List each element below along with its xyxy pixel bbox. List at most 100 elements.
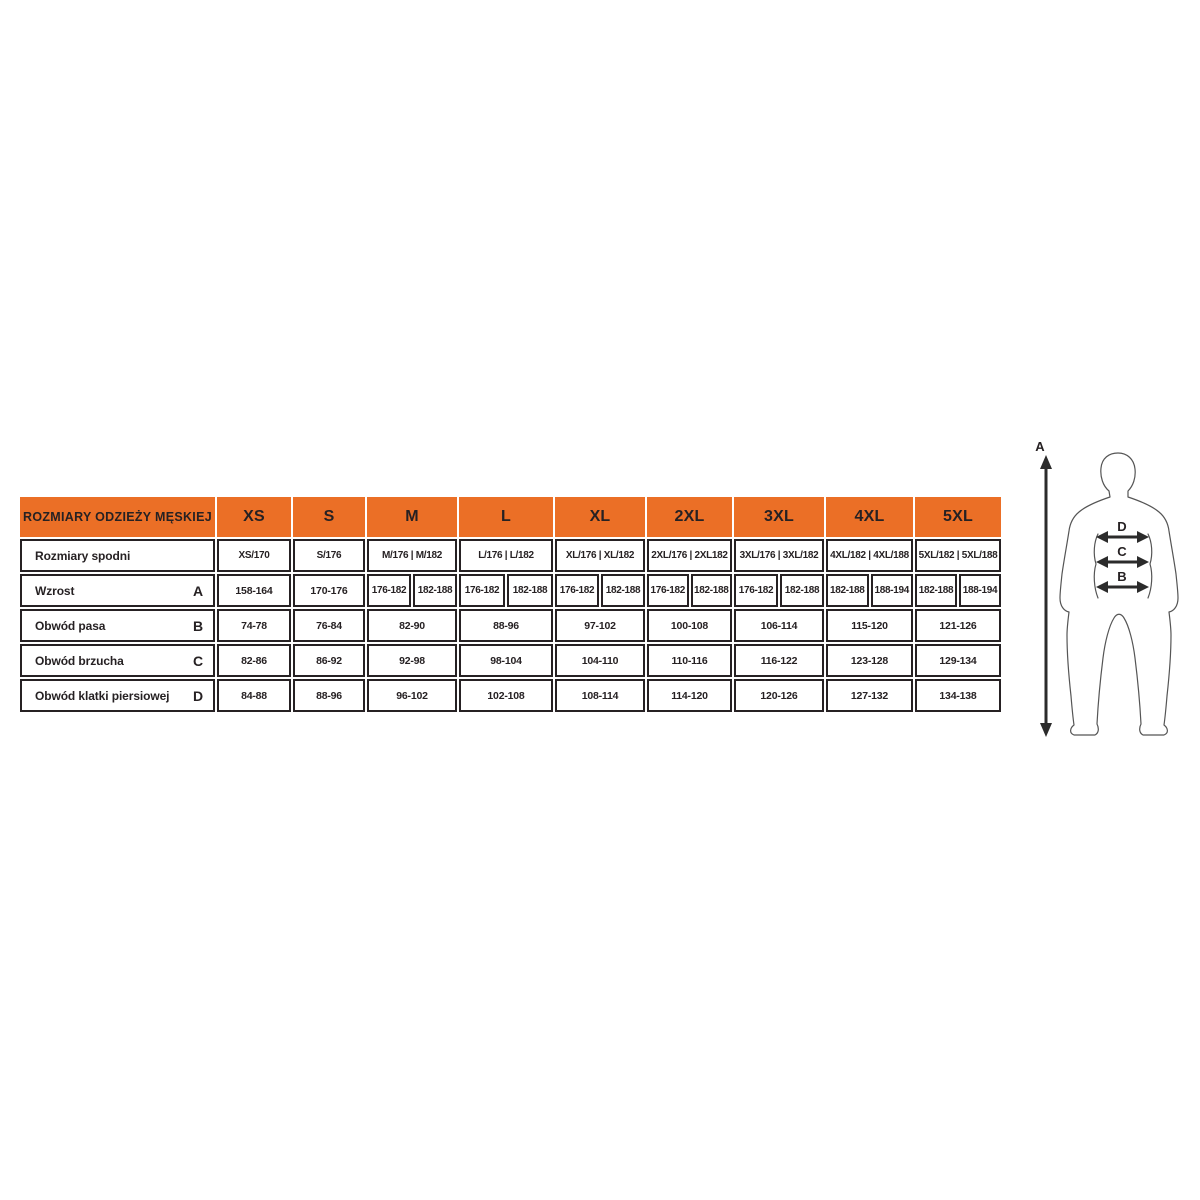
table-row-belly: Obwód brzucha C 82-86 86-92 92-98 98-104… bbox=[20, 644, 1005, 677]
right-pocket-line bbox=[1147, 533, 1153, 599]
table-cell: 134-138 bbox=[915, 679, 1001, 712]
table-cell: 86-92 bbox=[293, 644, 365, 677]
table-cell: 3XL/176 | 3XL/182 bbox=[734, 539, 824, 572]
table-cell: 88-96 bbox=[293, 679, 365, 712]
row-label: Obwód klatki piersiowej bbox=[35, 688, 170, 703]
row-label-cell: Obwód brzucha C bbox=[20, 644, 215, 677]
table-header-row: ROZMIARY ODZIEŻY MĘSKIEJ XS S M L XL 2XL… bbox=[20, 497, 1005, 537]
table-cell-group: 182-188 188-194 bbox=[915, 574, 1001, 607]
table-subcell: 182-188 bbox=[915, 574, 957, 607]
table-cell-group: 176-182 182-188 bbox=[459, 574, 553, 607]
size-header-5xl: 5XL bbox=[915, 497, 1001, 537]
table-row-waist: Obwód pasa B 74-78 76-84 82-90 88-96 97-… bbox=[20, 609, 1005, 642]
arrowhead-right-icon bbox=[1137, 556, 1149, 568]
table-cell: 106-114 bbox=[734, 609, 824, 642]
table-cell: 96-102 bbox=[367, 679, 457, 712]
table-cell: 115-120 bbox=[826, 609, 913, 642]
row-label-cell: Obwód klatki piersiowej D bbox=[20, 679, 215, 712]
arrowhead-left-icon bbox=[1096, 581, 1108, 593]
table-cell: 116-122 bbox=[734, 644, 824, 677]
belly-arrow-label: C bbox=[1117, 544, 1127, 559]
arrowhead-right-icon bbox=[1137, 531, 1149, 543]
table-title: ROZMIARY ODZIEŻY MĘSKIEJ bbox=[20, 497, 215, 537]
arrowhead-right-icon bbox=[1137, 581, 1149, 593]
size-header-m: M bbox=[367, 497, 457, 537]
table-cell: M/176 | M/182 bbox=[367, 539, 457, 572]
table-subcell: 188-194 bbox=[959, 574, 1001, 607]
table-cell: 110-116 bbox=[647, 644, 732, 677]
row-label: Obwód pasa bbox=[35, 618, 106, 633]
row-label-cell: Wzrost A bbox=[20, 574, 215, 607]
table-row-height: Wzrost A 158-164 170-176 176-182 182-188… bbox=[20, 574, 1005, 607]
table-subcell: 182-188 bbox=[507, 574, 553, 607]
table-subcell: 182-188 bbox=[690, 574, 732, 607]
table-cell: XL/176 | XL/182 bbox=[555, 539, 645, 572]
table-cell-group: 176-182 182-188 bbox=[555, 574, 645, 607]
row-label: Obwód brzucha bbox=[35, 653, 124, 668]
table-cell: 127-132 bbox=[826, 679, 913, 712]
row-label-cell: Obwód pasa B bbox=[20, 609, 215, 642]
table-cell: 88-96 bbox=[459, 609, 553, 642]
table-cell: 2XL/176 | 2XL182 bbox=[647, 539, 732, 572]
table-cell: 108-114 bbox=[555, 679, 645, 712]
size-header-4xl: 4XL bbox=[826, 497, 913, 537]
arrowhead-left-icon bbox=[1096, 556, 1108, 568]
size-header-xl: XL bbox=[555, 497, 645, 537]
table-cell-group: 182-188 188-194 bbox=[826, 574, 913, 607]
table-cell: 74-78 bbox=[217, 609, 291, 642]
table-row-chest: Obwód klatki piersiowej D 84-88 88-96 96… bbox=[20, 679, 1005, 712]
table-cell: 120-126 bbox=[734, 679, 824, 712]
table-cell: 84-88 bbox=[217, 679, 291, 712]
arrowhead-up-icon bbox=[1040, 455, 1052, 469]
table-cell: S/176 bbox=[293, 539, 365, 572]
table-cell-group: 176-182 182-188 bbox=[647, 574, 732, 607]
table-cell: 76-84 bbox=[293, 609, 365, 642]
table-subcell: 176-182 bbox=[734, 574, 778, 607]
table-cell: 123-128 bbox=[826, 644, 913, 677]
row-label: Wzrost bbox=[35, 583, 75, 598]
table-cell-group: 176-182 182-188 bbox=[734, 574, 824, 607]
table-subcell: 176-182 bbox=[647, 574, 689, 607]
table-subcell: 182-188 bbox=[601, 574, 645, 607]
table-cell: 114-120 bbox=[647, 679, 732, 712]
table-row-trouser-sizes: Rozmiary spodni XS/170 S/176 M/176 | M/1… bbox=[20, 539, 1005, 572]
size-header-l: L bbox=[459, 497, 553, 537]
table-cell: 97-102 bbox=[555, 609, 645, 642]
table-cell: 104-110 bbox=[555, 644, 645, 677]
table-cell: 158-164 bbox=[217, 574, 291, 607]
arrowhead-left-icon bbox=[1096, 531, 1108, 543]
table-cell: 170-176 bbox=[293, 574, 365, 607]
left-pocket-line bbox=[1093, 533, 1099, 599]
table-subcell: 176-182 bbox=[555, 574, 599, 607]
row-label-cell: Rozmiary spodni bbox=[20, 539, 215, 572]
size-header-3xl: 3XL bbox=[734, 497, 824, 537]
table-subcell: 182-188 bbox=[826, 574, 869, 607]
size-header-xs: XS bbox=[217, 497, 291, 537]
row-letter: C bbox=[192, 652, 203, 669]
person-outline bbox=[1059, 452, 1179, 736]
row-letter: D bbox=[192, 687, 203, 704]
row-letter: A bbox=[192, 582, 203, 599]
table-cell: 98-104 bbox=[459, 644, 553, 677]
table-subcell: 182-188 bbox=[780, 574, 824, 607]
height-arrow-label: A bbox=[1035, 439, 1045, 454]
body-measurement-diagram: A D C B bbox=[1035, 439, 1179, 737]
table-subcell: 188-194 bbox=[870, 574, 913, 607]
size-chart-table: ROZMIARY ODZIEŻY MĘSKIEJ XS S M L XL 2XL… bbox=[20, 497, 1005, 714]
table-cell-group: 176-182 182-188 bbox=[367, 574, 457, 607]
chest-arrow-label: D bbox=[1117, 519, 1126, 534]
table-cell: 121-126 bbox=[915, 609, 1001, 642]
table-subcell: 182-188 bbox=[413, 574, 457, 607]
table-cell: 5XL/182 | 5XL/188 bbox=[915, 539, 1001, 572]
table-cell: 92-98 bbox=[367, 644, 457, 677]
table-subcell: 176-182 bbox=[459, 574, 505, 607]
table-cell: 102-108 bbox=[459, 679, 553, 712]
waist-arrow-label: B bbox=[1117, 569, 1126, 584]
table-cell: 82-86 bbox=[217, 644, 291, 677]
size-header-2xl: 2XL bbox=[647, 497, 732, 537]
table-cell: 82-90 bbox=[367, 609, 457, 642]
table-subcell: 176-182 bbox=[367, 574, 411, 607]
row-label: Rozmiary spodni bbox=[35, 548, 131, 563]
table-cell: L/176 | L/182 bbox=[459, 539, 553, 572]
size-header-s: S bbox=[293, 497, 365, 537]
